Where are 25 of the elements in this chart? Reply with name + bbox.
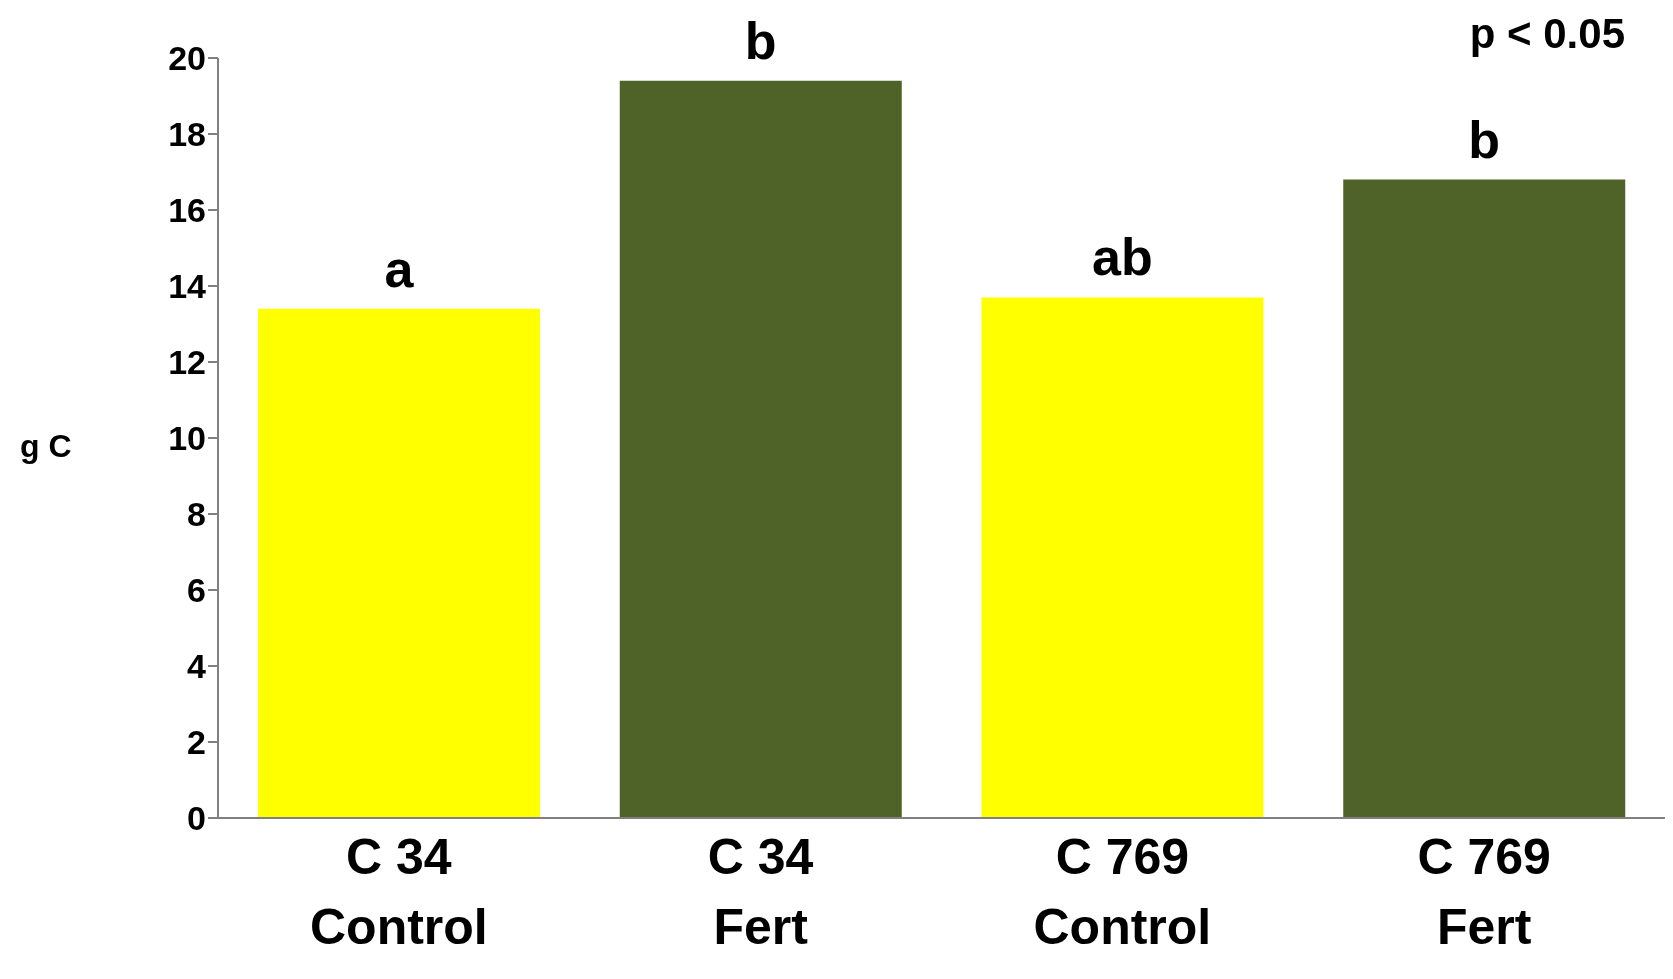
annotation: ab bbox=[1092, 228, 1153, 287]
y-tick-label: 8 bbox=[187, 495, 206, 534]
y-tick-label: 6 bbox=[187, 571, 206, 610]
annotation: b bbox=[1468, 110, 1501, 169]
y-tick-label: 4 bbox=[187, 647, 207, 686]
x-tick-label: C 769 Control bbox=[1033, 829, 1212, 955]
y-tick-label: 18 bbox=[168, 115, 206, 154]
text: p < 0.05 bbox=[1469, 10, 1625, 58]
y-tick-label: 16 bbox=[168, 191, 206, 230]
y-axis-title: g C bbox=[20, 428, 72, 465]
annotation: b bbox=[744, 11, 777, 70]
y-tick-label: 2 bbox=[187, 723, 206, 762]
x-tick-label: C 769 Fert bbox=[1417, 829, 1551, 955]
y-tick-label: 0 bbox=[187, 799, 206, 838]
y-tick-label: 10 bbox=[168, 419, 206, 458]
x-tick-label: C 34 Control bbox=[310, 829, 488, 955]
x-tick-label: C 34 Fert bbox=[707, 829, 814, 955]
y-tick-label: 14 bbox=[168, 267, 207, 306]
annotation: a bbox=[384, 239, 415, 298]
bar bbox=[1343, 179, 1626, 818]
bar bbox=[619, 80, 902, 818]
y-tick-label: 20 bbox=[168, 39, 206, 78]
bar bbox=[258, 308, 540, 818]
y-tick-label: 12 bbox=[168, 343, 206, 382]
bar bbox=[981, 297, 1264, 818]
